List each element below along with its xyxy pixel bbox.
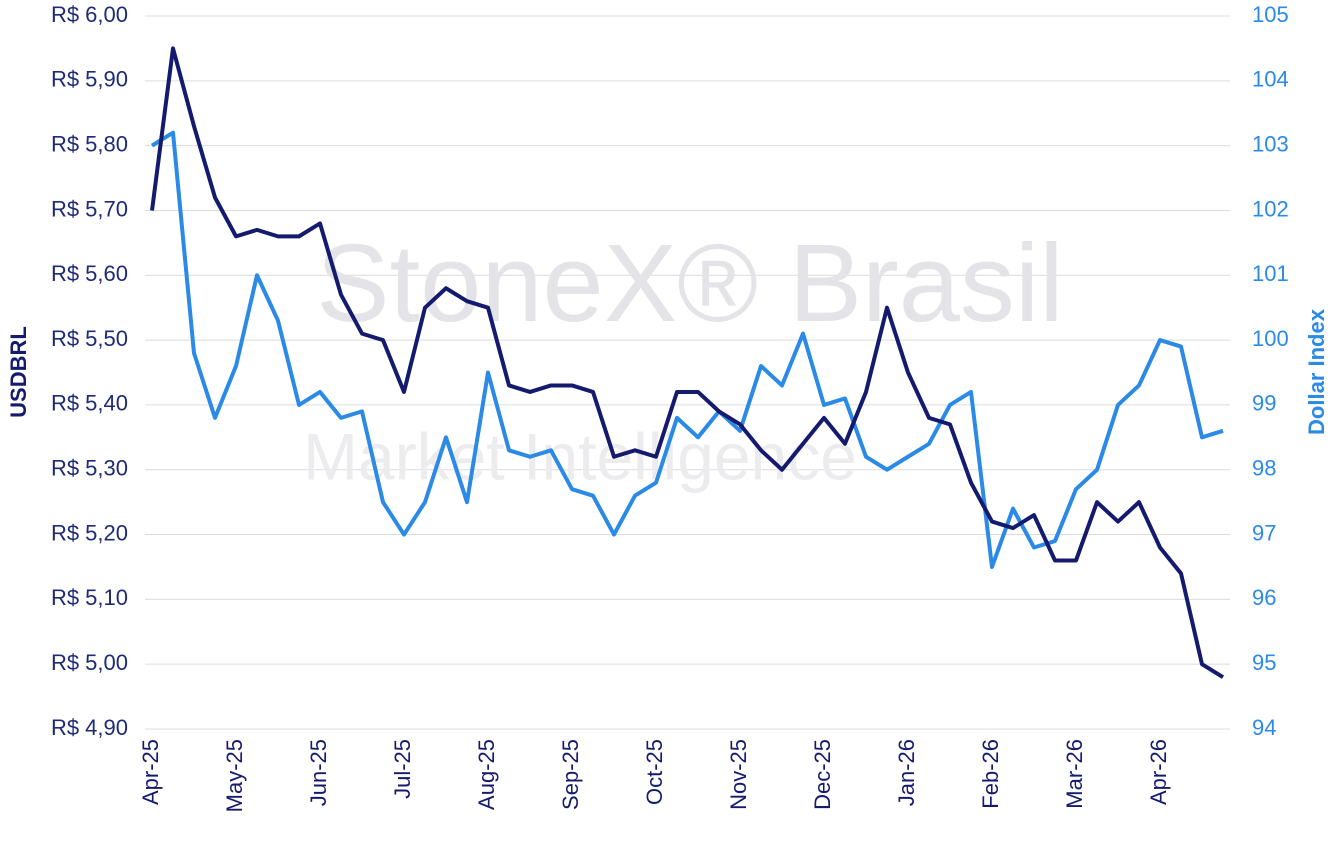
series-line xyxy=(150,130,1224,569)
x-tick-label: Apr-25 xyxy=(138,739,163,805)
y-tick-label: R$ 5,70 xyxy=(51,196,128,221)
y-tick-label: R$ 5,20 xyxy=(51,520,128,545)
y-tick-label: R$ 5,50 xyxy=(51,326,128,351)
x-tick-label: Sep-25 xyxy=(558,739,583,810)
y2-tick-label: 104 xyxy=(1252,67,1289,92)
y2-tick-label: 96 xyxy=(1252,585,1276,610)
y-tick-label: R$ 5,60 xyxy=(51,261,128,286)
x-tick-label: Apr-26 xyxy=(1146,739,1171,805)
y2-tick-label: 105 xyxy=(1252,2,1289,27)
x-tick-label: Mar-26 xyxy=(1062,739,1087,809)
y2-tick-label: 103 xyxy=(1252,131,1289,156)
x-tick-label: Aug-25 xyxy=(474,739,499,810)
y2-tick-label: 97 xyxy=(1252,520,1276,545)
y2-tick-label: 94 xyxy=(1252,715,1276,740)
watermark: StoneX® Brasil xyxy=(316,222,1064,345)
y-tick-label: R$ 5,80 xyxy=(51,131,128,156)
x-tick-label: Jul-25 xyxy=(390,739,415,799)
y2-tick-label: 98 xyxy=(1252,456,1276,481)
y2-tick-label: 100 xyxy=(1252,326,1289,351)
y-tick-label: R$ 5,10 xyxy=(51,585,128,610)
y-axis-title: USDBRL xyxy=(6,326,31,418)
y-tick-label: R$ 5,40 xyxy=(51,391,128,416)
y-tick-label: R$ 5,90 xyxy=(51,67,128,92)
x-tick-label: Nov-25 xyxy=(726,739,751,810)
x-tick-label: Jun-25 xyxy=(306,739,331,806)
y2-axis-title: Dollar Index xyxy=(1304,308,1329,435)
x-tick-label: May-25 xyxy=(222,739,247,812)
y-tick-label: R$ 4,90 xyxy=(51,715,128,740)
series-line xyxy=(150,46,1225,679)
y-tick-label: R$ 6,00 xyxy=(51,2,128,27)
x-tick-label: Jan-26 xyxy=(894,739,919,806)
y-tick-label: R$ 5,00 xyxy=(51,650,128,675)
x-tick-label: Feb-26 xyxy=(978,739,1003,809)
y2-tick-label: 95 xyxy=(1252,650,1276,675)
y2-tick-label: 102 xyxy=(1252,196,1289,221)
y-tick-label: R$ 5,30 xyxy=(51,456,128,481)
x-tick-label: Dec-25 xyxy=(810,739,835,810)
y2-tick-label: 101 xyxy=(1252,261,1289,286)
x-tick-label: Oct-25 xyxy=(642,739,667,805)
watermark-subtitle: Market Intelligence xyxy=(303,419,857,493)
y2-tick-label: 99 xyxy=(1252,391,1276,416)
